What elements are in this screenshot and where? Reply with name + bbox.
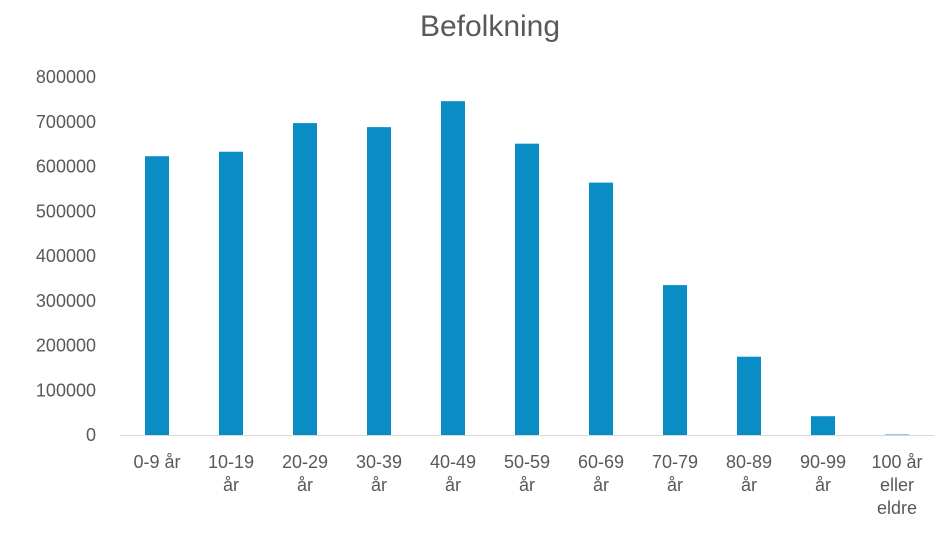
- y-tick-label: 600000: [36, 157, 96, 177]
- x-tick-label: 60-69 år: [578, 452, 624, 495]
- x-tick-label-line: 60-69: [578, 452, 624, 472]
- x-tick-label-line: 80-89: [726, 452, 772, 472]
- y-tick-label: 100000: [36, 380, 96, 400]
- y-tick-label: 800000: [36, 67, 96, 87]
- x-tick-label-line: år: [741, 475, 757, 495]
- y-tick-label: 0: [86, 425, 96, 445]
- x-tick-label: 0-9 år: [133, 452, 180, 472]
- x-tick-label-line: 50-59: [504, 452, 550, 472]
- x-tick-label: 50-59 år: [504, 452, 550, 495]
- x-tick-label-line: 100 år: [871, 452, 922, 472]
- x-tick-label: 70-79 år: [652, 452, 698, 495]
- x-tick-label-line: år: [297, 475, 313, 495]
- bar: [441, 101, 465, 435]
- x-tick-label-line: eldre: [877, 498, 917, 518]
- bar: [515, 143, 539, 436]
- y-axis-tick-labels: 0 100000 200000 300000 400000 500000 600000 700…: [36, 67, 96, 445]
- x-tick-label: 20-29 år: [282, 452, 328, 495]
- x-tick-label: 10-19 år: [208, 452, 254, 495]
- x-tick-label-line: år: [223, 475, 239, 495]
- x-tick-label-line: år: [593, 475, 609, 495]
- x-tick-label-line: 90-99: [800, 452, 846, 472]
- x-tick-label-line: år: [519, 475, 535, 495]
- y-tick-label: 300000: [36, 291, 96, 311]
- bar: [589, 182, 613, 435]
- y-tick-label: 400000: [36, 246, 96, 266]
- bar: [219, 151, 243, 436]
- x-tick-label: 100 år eller eldre: [871, 452, 922, 518]
- x-tick-label-line: år: [371, 475, 387, 495]
- x-axis-tick-labels: 0-9 år 10-19 år 20-29 år 30-39 år 40-49 år 50-59 å…: [133, 452, 922, 518]
- x-tick-label: 80-89 år: [726, 452, 772, 495]
- x-tick-label: 30-39 år: [356, 452, 402, 495]
- x-tick-label-line: 70-79: [652, 452, 698, 472]
- x-tick-label-line: 0-9 år: [133, 452, 180, 472]
- x-tick-label-line: 10-19: [208, 452, 254, 472]
- y-tick-label: 700000: [36, 112, 96, 132]
- bar: [737, 356, 761, 435]
- bars-group: [145, 101, 909, 436]
- y-tick-label: 200000: [36, 336, 96, 356]
- bar: [663, 285, 687, 435]
- x-tick-label-line: 40-49: [430, 452, 476, 472]
- bar: [811, 416, 835, 435]
- x-tick-label-line: 20-29: [282, 452, 328, 472]
- y-tick-label: 500000: [36, 201, 96, 221]
- x-tick-label-line: år: [445, 475, 461, 495]
- bar: [145, 156, 169, 435]
- x-tick-label-line: år: [667, 475, 683, 495]
- x-tick-label-line: eller: [880, 475, 914, 495]
- x-tick-label: 40-49 år: [430, 452, 476, 495]
- x-tick-label-line: år: [815, 475, 831, 495]
- chart-title: Befolkning: [420, 10, 560, 43]
- bar: [367, 127, 391, 436]
- x-tick-label-line: 30-39: [356, 452, 402, 472]
- x-tick-label: 90-99 år: [800, 452, 846, 495]
- bar: [293, 123, 317, 435]
